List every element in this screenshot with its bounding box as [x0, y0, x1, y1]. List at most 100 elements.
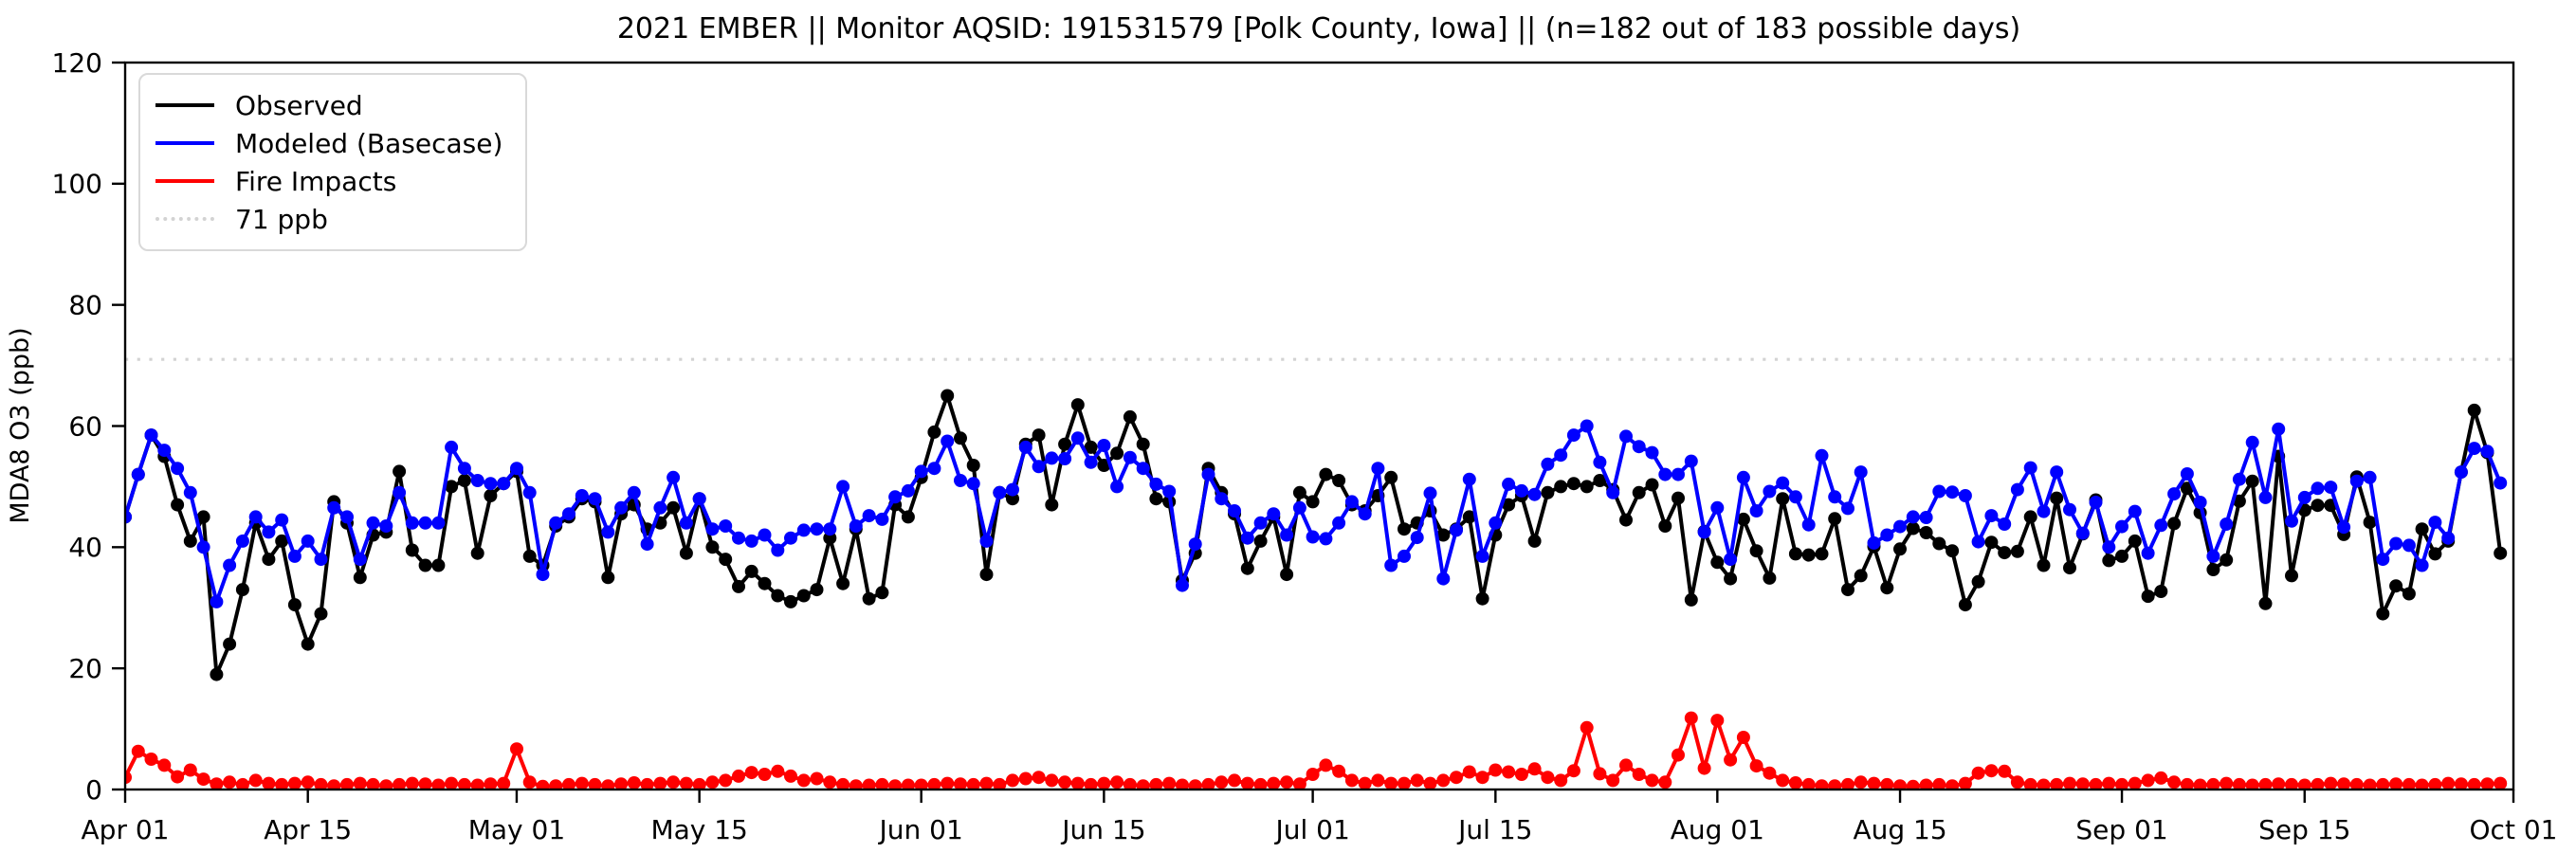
fire-point: [1384, 776, 1398, 789]
fire-point: [262, 776, 276, 789]
modeled-point: [1436, 572, 1451, 586]
observed-point: [1828, 512, 1842, 526]
x-tick-label: Jul 01: [1273, 814, 1349, 845]
fire-point: [2285, 777, 2298, 789]
observed-point: [1058, 437, 1072, 451]
observed-point: [1801, 548, 1816, 562]
fire-point: [1032, 771, 1046, 785]
modeled-point: [1344, 495, 1359, 509]
fire-point: [125, 771, 132, 785]
modeled-point: [588, 492, 602, 506]
observed-point: [275, 534, 289, 548]
observed-point: [2167, 517, 2182, 531]
fire-point: [2428, 777, 2442, 789]
fire-point: [1841, 777, 1854, 789]
observed-point: [1906, 521, 1920, 535]
fire-point: [2297, 778, 2311, 789]
fire-point: [1527, 762, 1542, 776]
observed-point: [2141, 590, 2155, 604]
fire-point: [484, 777, 498, 789]
fire-point: [1176, 778, 1189, 789]
fire-point: [1201, 777, 1215, 789]
fire-point: [2363, 778, 2377, 789]
fire-point: [2402, 777, 2416, 789]
fire-point: [144, 753, 158, 766]
fire-point: [1423, 776, 1437, 789]
observed-point: [287, 598, 301, 612]
fire-point: [1854, 775, 1868, 789]
fire-point: [536, 779, 550, 789]
observed-point: [1841, 583, 1854, 597]
observed-point: [1306, 495, 1320, 509]
modeled-point: [823, 522, 837, 536]
modeled-point: [2010, 482, 2024, 497]
fire-point: [340, 777, 354, 789]
modeled-point: [2285, 514, 2298, 528]
observed-point: [1006, 492, 1019, 506]
fire-point: [2102, 776, 2116, 789]
fire-point: [1697, 761, 1711, 775]
observed-point: [1880, 581, 1894, 595]
modeled-point: [2324, 481, 2338, 495]
fire-point: [2494, 776, 2508, 789]
fire-point: [1763, 766, 1777, 780]
legend-line-sample: [155, 103, 214, 107]
legend-item-observed: Observed: [155, 86, 502, 124]
fire-point: [1736, 731, 1750, 744]
modeled-point: [1110, 480, 1124, 494]
fire-point: [1136, 779, 1150, 789]
modeled-point: [1292, 500, 1306, 515]
fire-point: [2180, 777, 2194, 789]
modeled-point: [1514, 483, 1528, 498]
modeled-point: [849, 519, 863, 533]
fire-point: [640, 777, 654, 789]
fire-point: [1801, 777, 1816, 789]
fire-point: [1110, 775, 1124, 789]
x-tick-label: May 15: [650, 814, 747, 845]
x-tick-label: Sep 01: [2075, 814, 2167, 845]
modeled-point: [1215, 492, 1229, 506]
fire-point: [210, 777, 224, 789]
modeled-point: [1475, 549, 1489, 563]
observed-point: [2415, 522, 2429, 536]
fire-point: [1253, 777, 1268, 789]
observed-point: [1658, 519, 1672, 533]
modeled-point: [2075, 526, 2090, 540]
observed-point: [667, 500, 681, 515]
y-tick-label: 20: [68, 653, 102, 684]
fire-point: [1632, 768, 1646, 781]
y-tick-label: 100: [52, 169, 102, 200]
modeled-point: [941, 434, 955, 448]
modeled-point: [2337, 520, 2351, 535]
fire-point: [2115, 777, 2128, 789]
fire-point: [1788, 776, 1802, 789]
fire-point: [2193, 778, 2207, 789]
modeled-point: [405, 516, 419, 530]
observed-point: [2363, 516, 2377, 530]
fire-point: [1018, 771, 1032, 786]
observed-point: [1971, 574, 1985, 589]
modeled-point: [2297, 490, 2311, 504]
observed-point: [1593, 474, 1607, 487]
modeled-point: [287, 549, 301, 563]
legend-label: Modeled (Basecase): [235, 127, 503, 159]
modeled-point: [1893, 519, 1907, 534]
modeled-point: [366, 516, 380, 530]
chart-title: 2021 EMBER || Monitor AQSID: 191531579 […: [617, 12, 2020, 45]
observed-point: [1253, 534, 1268, 548]
observed-point: [2232, 494, 2246, 508]
fire-point: [901, 778, 915, 789]
legend-item-modeled-basecase-: Modeled (Basecase): [155, 124, 502, 162]
observed-point: [1136, 437, 1150, 451]
fire-point: [2089, 777, 2103, 789]
modeled-point: [2311, 481, 2325, 496]
observed-point: [862, 591, 876, 606]
observed-point: [522, 549, 537, 563]
observed-point: [1815, 547, 1829, 561]
modeled-point: [314, 553, 328, 567]
observed-point: [1032, 428, 1046, 443]
modeled-point: [1841, 501, 1854, 516]
fire-point: [2050, 777, 2064, 789]
fire-point: [366, 777, 380, 789]
modeled-point: [183, 485, 197, 499]
